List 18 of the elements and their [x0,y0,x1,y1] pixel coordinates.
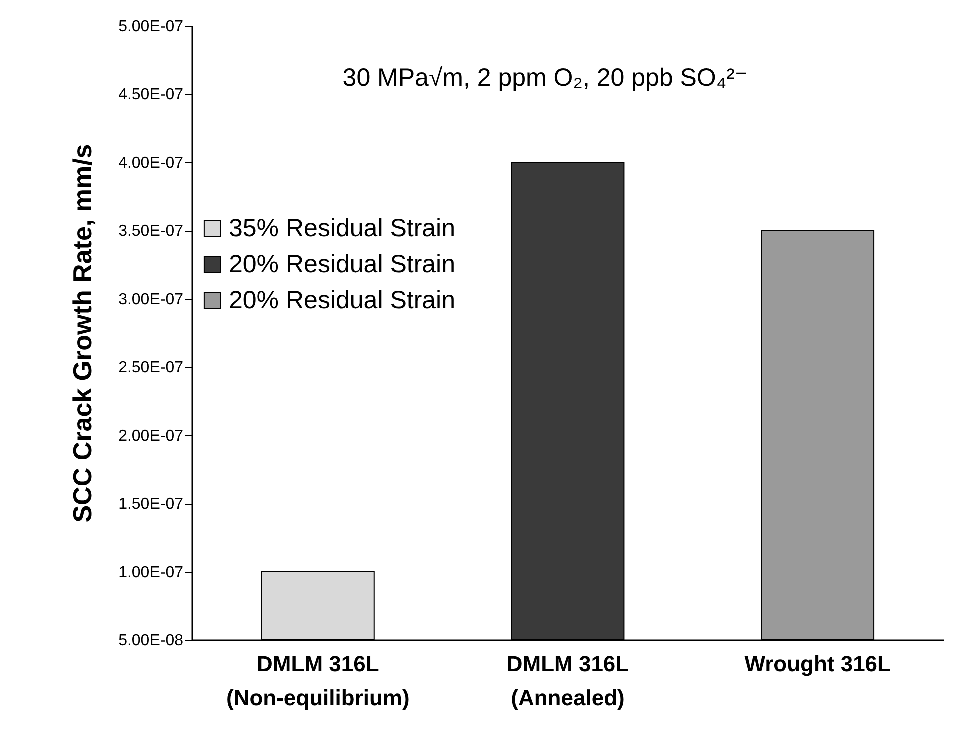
x-tick-label: DMLM 316L (Annealed) [506,652,630,710]
y-tick-label: 5.00E-07 [118,18,184,36]
x-tick-label: Wrought 316L [744,652,891,676]
y-tick-label: 1.00E-07 [118,564,184,582]
legend-label: 20% Residual Strain [229,250,456,278]
legend-label: 20% Residual Strain [229,286,456,314]
y-tick-label: 5.00E-08 [118,632,184,650]
y-tick-label: 4.50E-07 [118,86,184,104]
y-axis-title: SCC Crack Growth Rate, mm/s [68,144,98,523]
x-tick-label: DMLM 316L (Non-equilibrium) [226,652,410,710]
y-tick-label: 3.50E-07 [118,223,184,240]
y-tick-label: 1.50E-07 [118,496,184,514]
y-tick-label: 2.50E-07 [118,360,184,377]
y-tick-label: 4.00E-07 [118,154,184,172]
legend-label: 35% Residual Strain [229,214,456,242]
annotation: 30 MPa√m, 2 ppm O₂, 20 ppb SO₄²⁻ [342,64,748,92]
y-tick-label: 3.00E-07 [118,291,184,308]
y-tick-label: 2.00E-07 [118,428,184,445]
